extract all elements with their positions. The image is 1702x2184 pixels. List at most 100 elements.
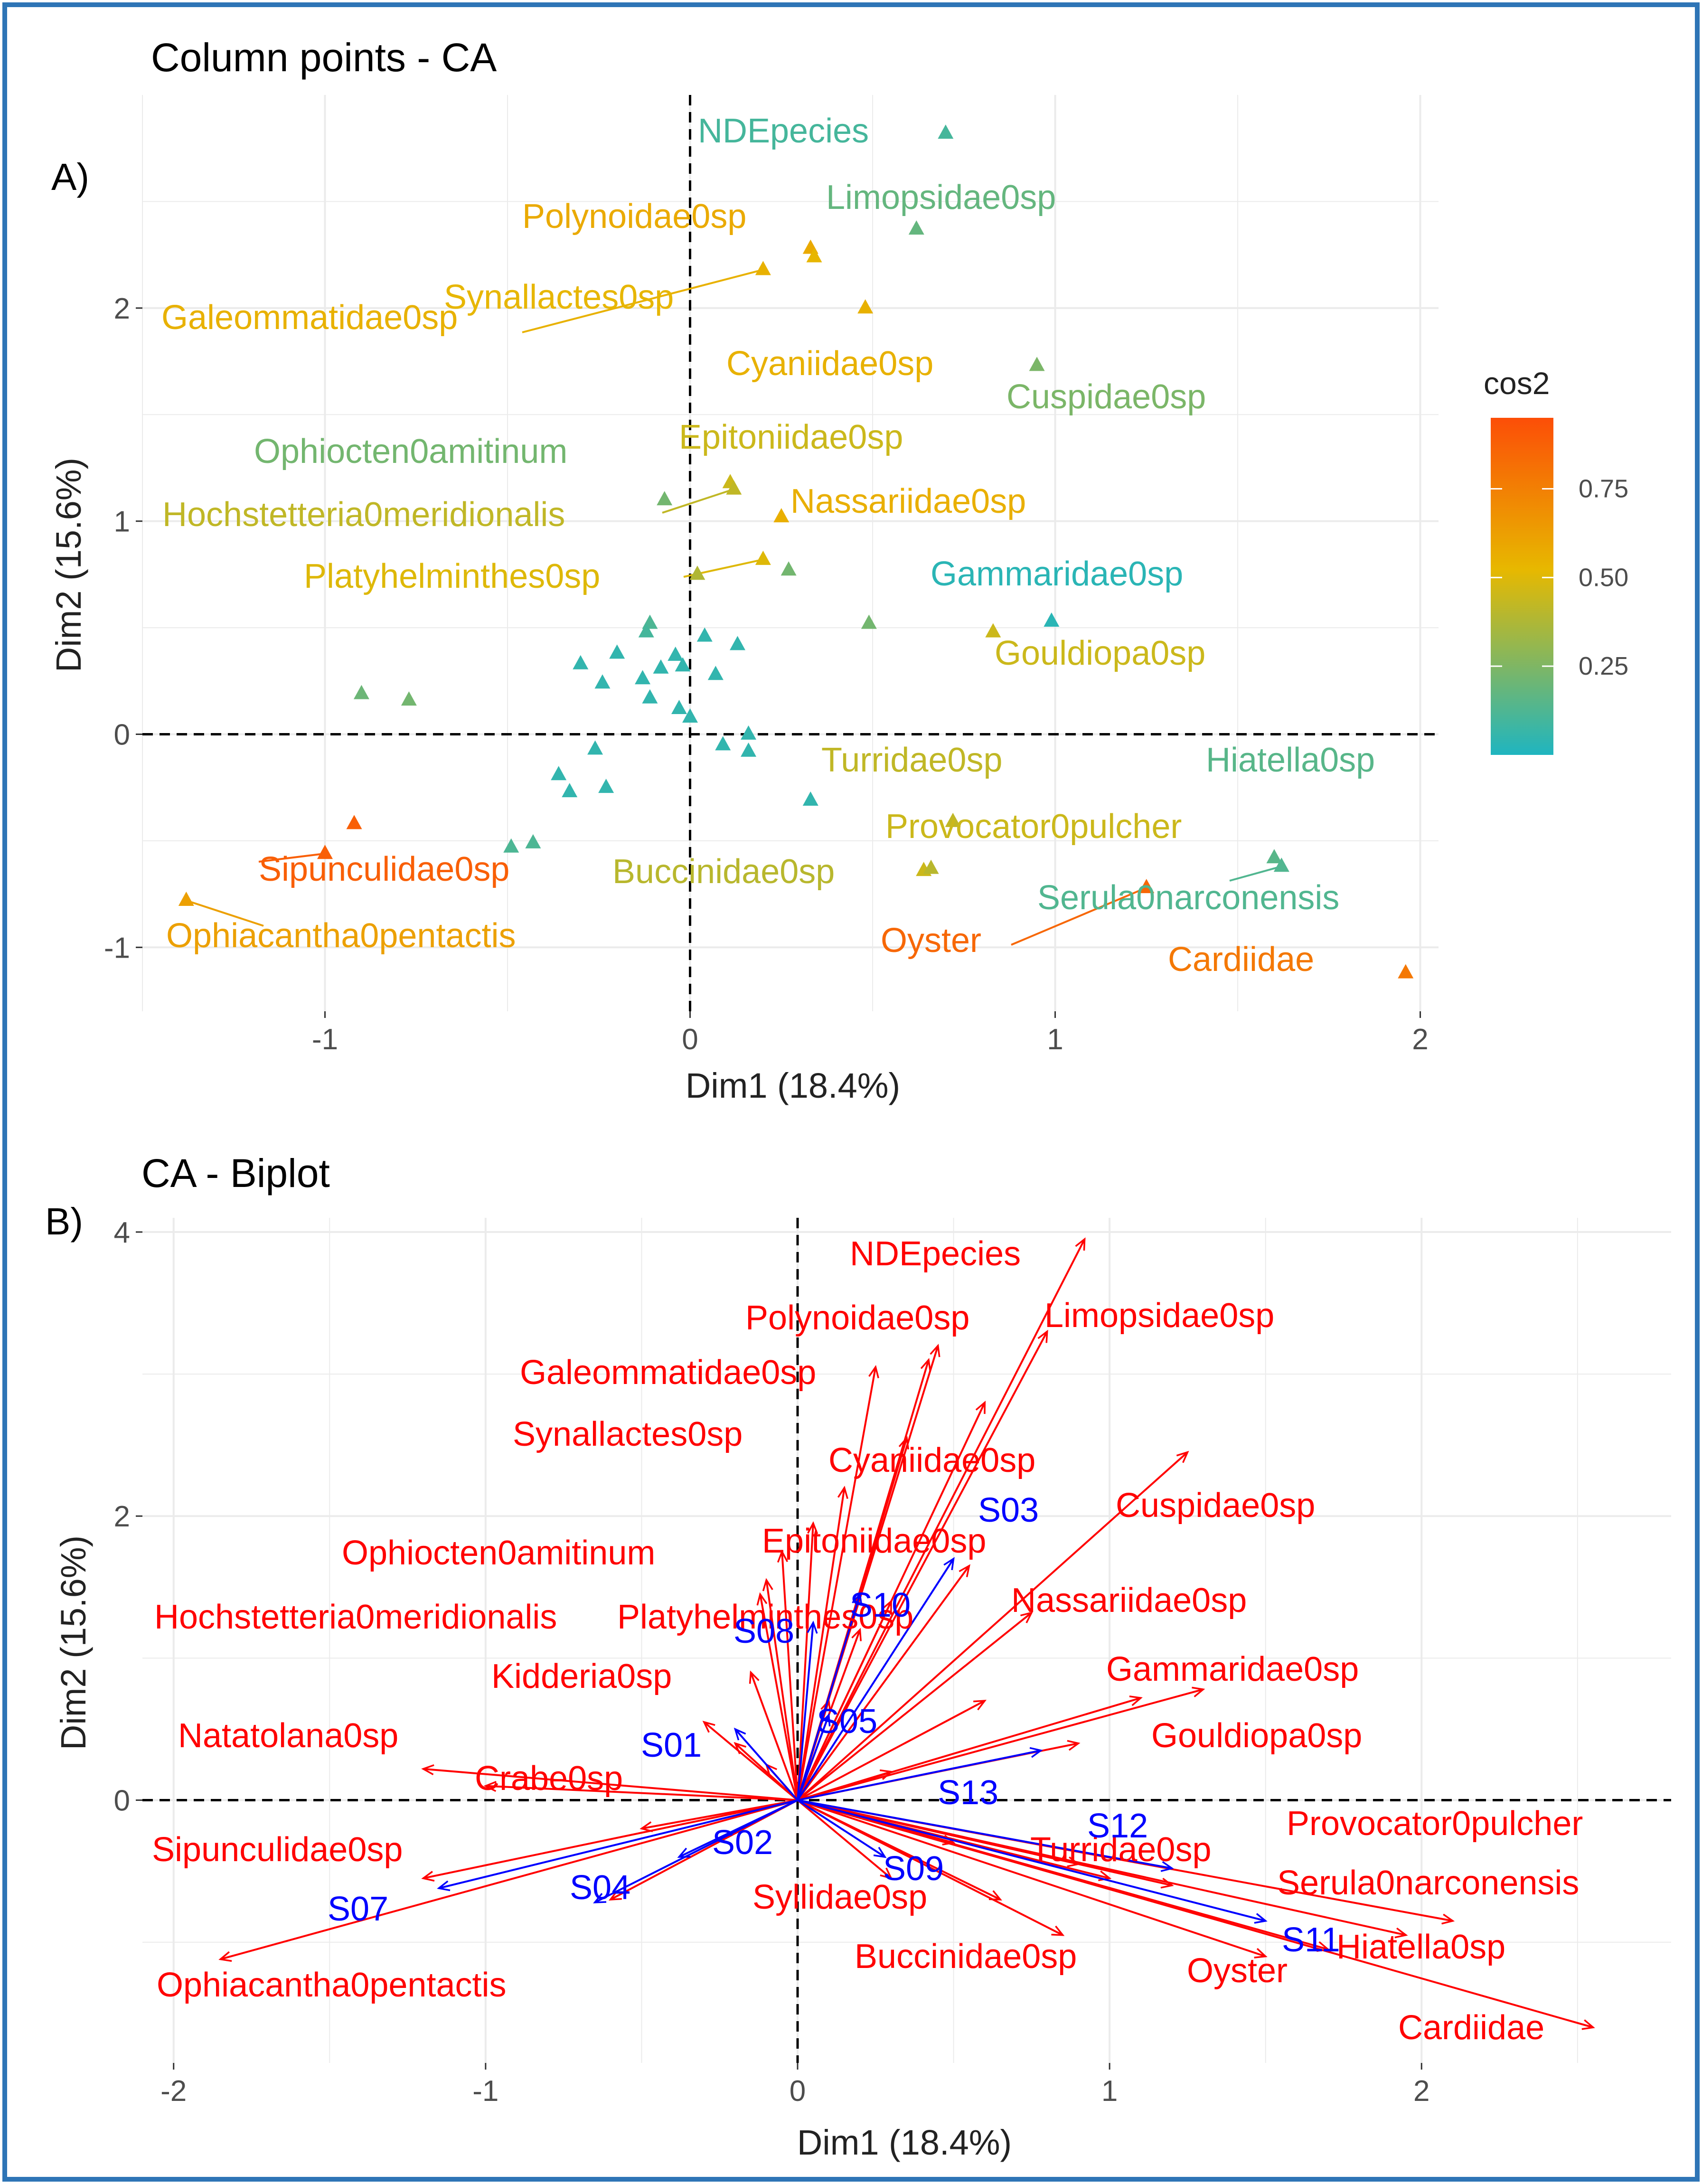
point-label-polynoidae0sp: Polynoidae0sp — [522, 198, 746, 235]
column-point — [780, 561, 797, 576]
species-arrow-ophiocten0amitinum — [762, 1578, 799, 1800]
site-arrow-s05 — [797, 1713, 831, 1801]
panel-b-arrows — [218, 1237, 1595, 2030]
species-arrow-oyster — [797, 1799, 1268, 1958]
species-arrow — [777, 1549, 799, 1800]
point-label-oyster: Oyster — [881, 922, 981, 960]
species-arrow-epitoniidae0sp — [797, 1564, 970, 1801]
column-point — [741, 742, 757, 757]
panel-b: CA - Biplot B) -2 -1 0 1 2 0 2 4 NDEpecies Limop… — [45, 1151, 1671, 2162]
species-arrow-kidderia0sp — [749, 1670, 799, 1801]
panel-b-y-axis-title: Dim2 (15.6%) — [54, 1535, 93, 1750]
point-label-turridae0sp: Turridae0sp — [821, 741, 1003, 779]
column-point — [551, 766, 567, 781]
panel-a-y-axis-title: Dim2 (15.6%) — [49, 458, 88, 672]
column-point — [729, 636, 745, 650]
site-label-s04: S04 — [570, 1869, 630, 1907]
site-arrow-s08 — [797, 1620, 818, 1800]
column-point-oyster — [1138, 879, 1155, 894]
column-point — [503, 838, 519, 853]
site-arrow-s09 — [797, 1799, 887, 1858]
point-label-synallactes0sp: Synallactes0sp — [444, 278, 674, 316]
site-arrow-s07 — [437, 1799, 798, 1892]
column-point-limopsidae0sp — [908, 220, 924, 235]
panel-b-y-tick-label: 0 — [114, 1785, 130, 1817]
site-label-s11: S11 — [1282, 1921, 1340, 1959]
species-label-turridae0sp: Turridae0sp — [1030, 1831, 1212, 1869]
site-label-s12: S12 — [1087, 1807, 1148, 1845]
point-label-nassariidae0sp: Nassariidae0sp — [790, 482, 1026, 520]
species-label-serula0narconensis: Serula0narconensis — [1277, 1864, 1579, 1902]
site-label-s09: S09 — [883, 1850, 944, 1888]
column-point — [668, 646, 684, 661]
species-arrow-cardiidae — [797, 1799, 1595, 2030]
point-label-limopsidae0sp: Limopsidae0sp — [826, 179, 1056, 217]
panel-b-axes: -2 -1 0 1 2 0 2 4 — [114, 1216, 1671, 2108]
species-label-oyster: Oyster — [1187, 1952, 1288, 1990]
column-point-ophiocten0amitinum — [657, 491, 673, 506]
column-point-synallactes0sp — [806, 248, 822, 263]
leader-line-ophiacantha0pentactis — [186, 899, 264, 927]
panel-a-points — [178, 124, 1414, 979]
panel-a-x-tick-label: -1 — [312, 1023, 338, 1056]
panel-a-y-tick-label: 2 — [114, 292, 130, 325]
species-arrow-syllidae0sp — [797, 1799, 893, 1880]
panel-b-y-tick-label: 4 — [114, 1216, 130, 1249]
panel-a-x-axis-title: Dim1 (18.4%) — [686, 1066, 900, 1105]
panel-b-x-tick-label: -1 — [472, 2075, 498, 2108]
point-label-gouldiopa0sp: Gouldiopa0sp — [995, 634, 1205, 672]
column-point-ophiacantha0pentactis — [178, 892, 194, 906]
column-point-platyhelminthes0sp — [755, 550, 771, 565]
species-label-hochstetteria0meridionalis: Hochstetteria0meridionalis — [154, 1598, 557, 1636]
species-label-platyhelminthes0sp: Platyhelminthes0sp — [617, 1598, 913, 1636]
column-point-hochstetteria0meridionalis — [726, 480, 742, 495]
species-arrow-platyhelminthes0sp — [797, 1599, 892, 1801]
species-label-kidderia0sp: Kidderia0sp — [491, 1657, 672, 1695]
species-arrow-serula0narconensis — [797, 1799, 1408, 1939]
panel-a-title: Column points - CA — [151, 35, 497, 80]
species-arrow-cuspidae0sp — [797, 1450, 1189, 1801]
cos2-colorbar — [1491, 418, 1553, 755]
point-label-ndepecies: NDEpecies — [698, 112, 869, 150]
panel-a-x-tick-label: 2 — [1412, 1023, 1428, 1056]
species-label-limopsidae0sp: Limopsidae0sp — [1044, 1297, 1274, 1335]
species-label-synallactes0sp: Synallactes0sp — [513, 1415, 743, 1453]
site-arrow-s12 — [797, 1799, 1174, 1872]
column-point — [401, 691, 417, 706]
panel-b-y-tick-label: 2 — [114, 1500, 130, 1533]
species-arrow-galeommatidae0sp — [797, 1365, 879, 1800]
site-arrow-s11 — [797, 1799, 1268, 1924]
column-point — [642, 689, 658, 704]
cos2-legend: cos2 0.25 0.50 0.75 — [1484, 366, 1628, 755]
column-point — [638, 623, 654, 638]
point-label-hiatella0sp: Hiatella0sp — [1206, 741, 1375, 779]
site-label-s10: S10 — [850, 1586, 911, 1624]
point-label-ophiocten0amitinum: Ophiocten0amitinum — [254, 433, 567, 471]
site-label-s03: S03 — [978, 1491, 1039, 1529]
species-arrow-ophiacantha0pentactis — [218, 1799, 798, 1962]
panel-a-letter: A) — [51, 156, 89, 198]
site-arrow-s03 — [797, 1557, 955, 1801]
species-arrow-nassariidae0sp — [797, 1611, 1034, 1801]
panel-a-y-tick-label: 0 — [114, 719, 130, 752]
cos2-legend-tick-label: 0.25 — [1579, 652, 1628, 680]
point-label-buccinidae0sp: Buccinidae0sp — [612, 853, 835, 891]
species-label-epitoniidae0sp: Epitoniidae0sp — [762, 1522, 986, 1560]
column-point-ndepecies — [938, 124, 954, 139]
panel-b-labels: NDEpecies Limopsidae0sp Polynoidae0sp Galeo… — [152, 1235, 1583, 2047]
site-arrow-s10 — [797, 1592, 863, 1801]
panel-b-x-tick-label: 0 — [790, 2075, 806, 2108]
species-label-gammaridae0sp: Gammaridae0sp — [1106, 1650, 1359, 1688]
site-label-s07: S07 — [328, 1890, 388, 1928]
column-point — [861, 614, 877, 629]
column-point-gouldiopa0sp — [985, 623, 1001, 638]
column-point — [609, 644, 625, 659]
species-label-crabe0sp: Crabe0sp — [475, 1760, 623, 1798]
species-arrow — [797, 1486, 848, 1800]
point-label-cyaniidae0sp: Cyaniidae0sp — [726, 345, 933, 383]
species-label-ophiacantha0pentactis: Ophiacantha0pentactis — [157, 1966, 507, 2004]
panel-b-x-axis-title: Dim1 (18.4%) — [797, 2123, 1012, 2162]
column-point — [587, 740, 603, 755]
site-arrow-s13 — [797, 1747, 1043, 1801]
